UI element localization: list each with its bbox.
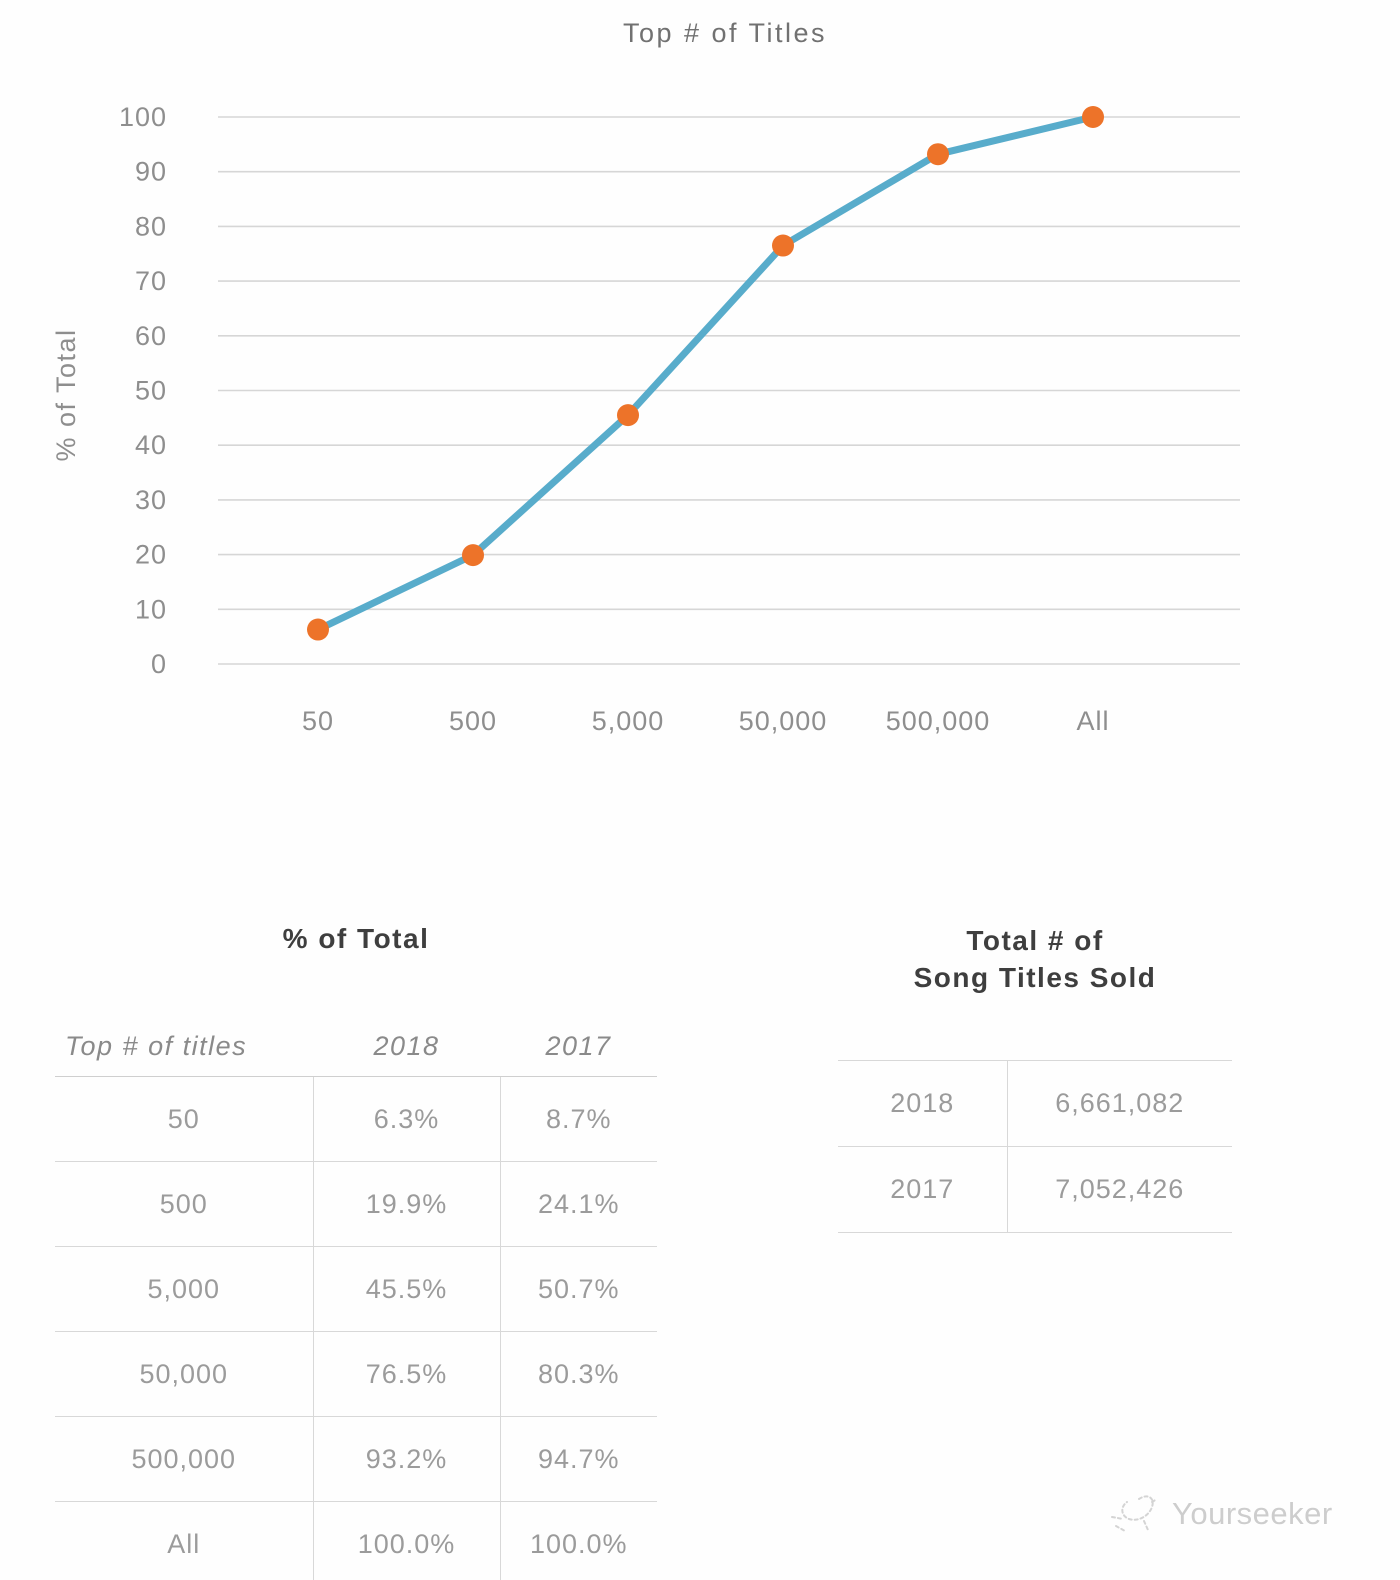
- y-axis-tick-label: 60: [135, 321, 167, 351]
- pct-table-row: 5,000 45.5% 50.7%: [55, 1246, 657, 1332]
- totals-table-title-line1: Total # of: [966, 925, 1104, 956]
- y-axis-tick-label: 50: [135, 376, 167, 406]
- x-axis-category-label: All: [1076, 706, 1109, 736]
- pct-table-header: Top # of titles 2018 2017: [55, 1001, 657, 1077]
- pct-col-header-titles: Top # of titles: [55, 1001, 313, 1077]
- y-axis-tick-label: 20: [135, 540, 167, 570]
- pct-col-header-2018: 2018: [313, 1001, 500, 1077]
- yourseeker-bird-icon: [1111, 1495, 1158, 1532]
- data-point-marker: [927, 143, 949, 166]
- pct-table-cell: 93.2%: [312, 1416, 500, 1502]
- line-chart: 0 10 20 30 40 50 60 70 80 90 100 50 500 5,000 50,000 50…: [51, 102, 1240, 736]
- data-point-marker: [772, 234, 794, 257]
- y-axis-tick-label: 10: [135, 594, 167, 624]
- pct-table-row: 50,000 76.5% 80.3%: [55, 1331, 657, 1417]
- pct-table-cell: 6.3%: [312, 1076, 500, 1162]
- totals-value-cell: 6,661,082: [1006, 1060, 1232, 1147]
- pct-table-cell: 50,000: [55, 1331, 313, 1417]
- totals-year-cell: 2017: [838, 1146, 1007, 1233]
- y-axis-tick-label: 70: [135, 266, 167, 296]
- y-axis-tick-label: 90: [135, 157, 167, 187]
- pct-table-row: 500,000 93.2% 94.7%: [55, 1416, 657, 1502]
- pct-table-cell: 100.0%: [312, 1501, 500, 1580]
- data-point-marker: [307, 618, 329, 641]
- x-axis-category-label: 50: [302, 706, 334, 736]
- y-axis-tick-label: 40: [135, 430, 167, 460]
- pct-table-cell: 5,000: [55, 1246, 313, 1332]
- x-axis-category-label: 500,000: [886, 706, 991, 736]
- pct-table-title: % of Total: [282, 923, 430, 954]
- pct-table-cell: All: [55, 1501, 313, 1580]
- pct-of-total-table: Top # of titles 2018 2017 50 6.3% 8.7% 500 1…: [55, 1001, 657, 1580]
- x-axis-category-label: 50,000: [739, 706, 828, 736]
- pct-table-cell: 24.1%: [499, 1161, 657, 1247]
- pct-table-cell: 500: [55, 1161, 313, 1247]
- watermark: Yourseeker: [1108, 1490, 1333, 1538]
- pct-table-cell: 8.7%: [499, 1076, 657, 1162]
- pct-table-cell: 100.0%: [499, 1501, 657, 1580]
- pct-table-row: 50 6.3% 8.7%: [55, 1076, 657, 1162]
- y-axis-tick-label: 0: [151, 649, 167, 679]
- pct-table-cell: 80.3%: [499, 1331, 657, 1417]
- pct-table-cell: 50: [55, 1076, 313, 1162]
- totals-table-row: 2018 6,661,082: [838, 1060, 1232, 1147]
- x-axis-category-label: 500: [449, 706, 497, 736]
- y-axis-tick-label: 100: [119, 102, 167, 132]
- data-point-marker: [462, 544, 484, 567]
- y-axis-tick-label: 30: [135, 485, 167, 515]
- totals-year-cell: 2018: [838, 1060, 1007, 1147]
- pct-table-cell: 76.5%: [312, 1331, 500, 1417]
- y-axis-title: % of Total: [51, 328, 81, 461]
- totals-value-cell: 7,052,426: [1006, 1146, 1232, 1233]
- y-axis-tick-label: 80: [135, 211, 167, 241]
- data-point-marker: [1082, 106, 1104, 128]
- totals-table-title-line2: Song Titles Sold: [913, 962, 1157, 993]
- pct-table-row: All 100.0% 100.0%: [55, 1501, 657, 1580]
- pct-col-header-2017: 2017: [500, 1001, 657, 1077]
- pct-table-cell: 94.7%: [499, 1416, 657, 1502]
- pct-table-cell: 19.9%: [312, 1161, 500, 1247]
- pct-table-cell: 500,000: [55, 1416, 313, 1502]
- pct-table-row: 500 19.9% 24.1%: [55, 1161, 657, 1247]
- pct-table-cell: 45.5%: [312, 1246, 500, 1332]
- brand-name: Yourseeker: [1172, 1496, 1333, 1531]
- x-axis-category-label: 5,000: [592, 706, 665, 736]
- pct-table-cell: 50.7%: [499, 1246, 657, 1332]
- data-point-marker: [617, 404, 639, 427]
- song-titles-sold-table: 2018 6,661,082 2017 7,052,426: [838, 1060, 1232, 1233]
- chart-title: Top # of Titles: [622, 18, 828, 48]
- series-line: [314, 113, 1097, 634]
- totals-table-row: 2017 7,052,426: [838, 1146, 1232, 1233]
- totals-table-title: Total # of Song Titles Sold: [838, 922, 1232, 996]
